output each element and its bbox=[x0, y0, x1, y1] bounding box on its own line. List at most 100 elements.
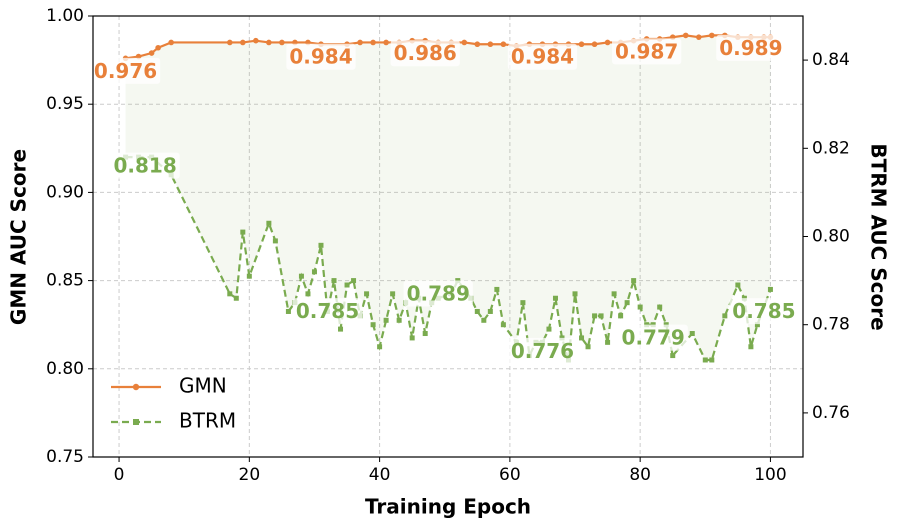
annotation-bg bbox=[612, 38, 682, 65]
annotation-bg bbox=[507, 43, 578, 70]
marker bbox=[422, 331, 428, 337]
annotation-bg bbox=[286, 43, 356, 70]
marker bbox=[481, 317, 487, 323]
marker bbox=[240, 229, 246, 235]
annotation-bg bbox=[390, 40, 460, 67]
y-tick-label: 0.80 bbox=[46, 359, 84, 379]
marker bbox=[578, 41, 585, 48]
y-tick-label: 0.95 bbox=[46, 94, 84, 114]
x-axis-label: Training Epoch bbox=[365, 495, 531, 519]
y2-axis-label: BTRM AUC Score bbox=[867, 143, 891, 330]
annotation: 0.986 bbox=[390, 40, 460, 67]
marker bbox=[272, 238, 278, 244]
marker bbox=[487, 308, 493, 314]
marker bbox=[585, 344, 591, 350]
annotation-label: 0.785 bbox=[732, 299, 795, 323]
marker bbox=[552, 295, 558, 301]
annotation-bg bbox=[403, 280, 473, 307]
x-tick-label: 80 bbox=[629, 465, 651, 485]
annotation-bg bbox=[292, 298, 363, 325]
annotation: 0.818 bbox=[110, 152, 180, 179]
marker bbox=[227, 291, 233, 297]
annotation-label: 0.776 bbox=[511, 339, 574, 363]
marker bbox=[735, 282, 741, 288]
marker bbox=[611, 291, 617, 297]
annotation-label: 0.789 bbox=[407, 282, 470, 306]
y-axis-label: GMN AUC Score bbox=[7, 149, 31, 325]
y2-tick-label: 0.84 bbox=[812, 50, 850, 70]
marker bbox=[591, 41, 598, 48]
x-tick-label: 0 bbox=[114, 465, 125, 485]
marker bbox=[253, 37, 259, 44]
marker bbox=[370, 39, 376, 46]
marker bbox=[657, 304, 663, 310]
marker bbox=[631, 278, 637, 284]
marker bbox=[709, 32, 715, 39]
annotation-label: 0.984 bbox=[289, 45, 352, 69]
marker bbox=[682, 32, 689, 39]
x-tick-label: 20 bbox=[239, 465, 261, 485]
marker bbox=[624, 300, 630, 306]
marker bbox=[689, 331, 695, 337]
annotation-label: 0.984 bbox=[511, 45, 574, 69]
annotation-label: 0.987 bbox=[615, 39, 678, 63]
marker bbox=[357, 39, 363, 46]
y-tick-label: 0.85 bbox=[46, 271, 84, 291]
marker bbox=[767, 286, 773, 292]
marker bbox=[748, 344, 754, 350]
annotation: 0.785 bbox=[729, 298, 799, 325]
annotation: 0.987 bbox=[612, 38, 682, 65]
marker bbox=[226, 39, 233, 46]
marker bbox=[285, 308, 291, 314]
marker bbox=[592, 313, 598, 319]
annotation: 0.976 bbox=[90, 57, 161, 84]
legend-marker bbox=[132, 383, 140, 391]
marker bbox=[311, 269, 317, 275]
legend-label: BTRM bbox=[179, 409, 236, 433]
marker bbox=[390, 291, 396, 297]
y2-tick-label: 0.82 bbox=[812, 138, 850, 158]
y2-tick-label: 0.80 bbox=[812, 227, 850, 247]
x-tick-label: 40 bbox=[369, 465, 391, 485]
marker bbox=[383, 39, 389, 46]
marker bbox=[702, 357, 708, 363]
marker bbox=[148, 50, 155, 56]
marker bbox=[618, 313, 624, 319]
marker bbox=[383, 317, 389, 323]
marker bbox=[298, 273, 304, 279]
annotation-label: 0.818 bbox=[113, 154, 176, 178]
marker bbox=[409, 335, 415, 341]
annotation-bg bbox=[507, 337, 578, 364]
marker bbox=[520, 300, 526, 306]
annotation: 0.984 bbox=[286, 43, 356, 70]
x-tick-label: 100 bbox=[754, 465, 786, 485]
annotation-bg bbox=[90, 57, 161, 84]
annotation-bg bbox=[618, 324, 688, 351]
marker bbox=[579, 335, 585, 341]
y-tick-label: 0.75 bbox=[46, 447, 84, 467]
y-tick-label: 1.00 bbox=[46, 6, 84, 26]
marker bbox=[637, 304, 643, 310]
marker bbox=[351, 278, 357, 284]
annotation: 0.779 bbox=[618, 324, 688, 351]
annotation-bg bbox=[729, 298, 799, 325]
marker bbox=[240, 39, 246, 46]
y2-tick-label: 0.78 bbox=[812, 315, 850, 335]
plot-frame bbox=[92, 15, 804, 458]
annotation-label: 0.976 bbox=[94, 59, 157, 83]
marker bbox=[604, 39, 611, 46]
marker bbox=[722, 313, 728, 319]
marker bbox=[500, 41, 507, 48]
annotation-label: 0.779 bbox=[622, 326, 685, 350]
marker bbox=[305, 291, 311, 297]
annotation: 0.789 bbox=[403, 280, 473, 307]
marker bbox=[331, 278, 337, 284]
marker bbox=[279, 39, 285, 46]
annotation: 0.989 bbox=[716, 34, 786, 61]
marker bbox=[474, 41, 481, 48]
marker bbox=[338, 326, 344, 332]
marker bbox=[377, 344, 383, 350]
marker bbox=[318, 242, 324, 248]
marker bbox=[709, 357, 715, 363]
marker bbox=[461, 39, 468, 46]
